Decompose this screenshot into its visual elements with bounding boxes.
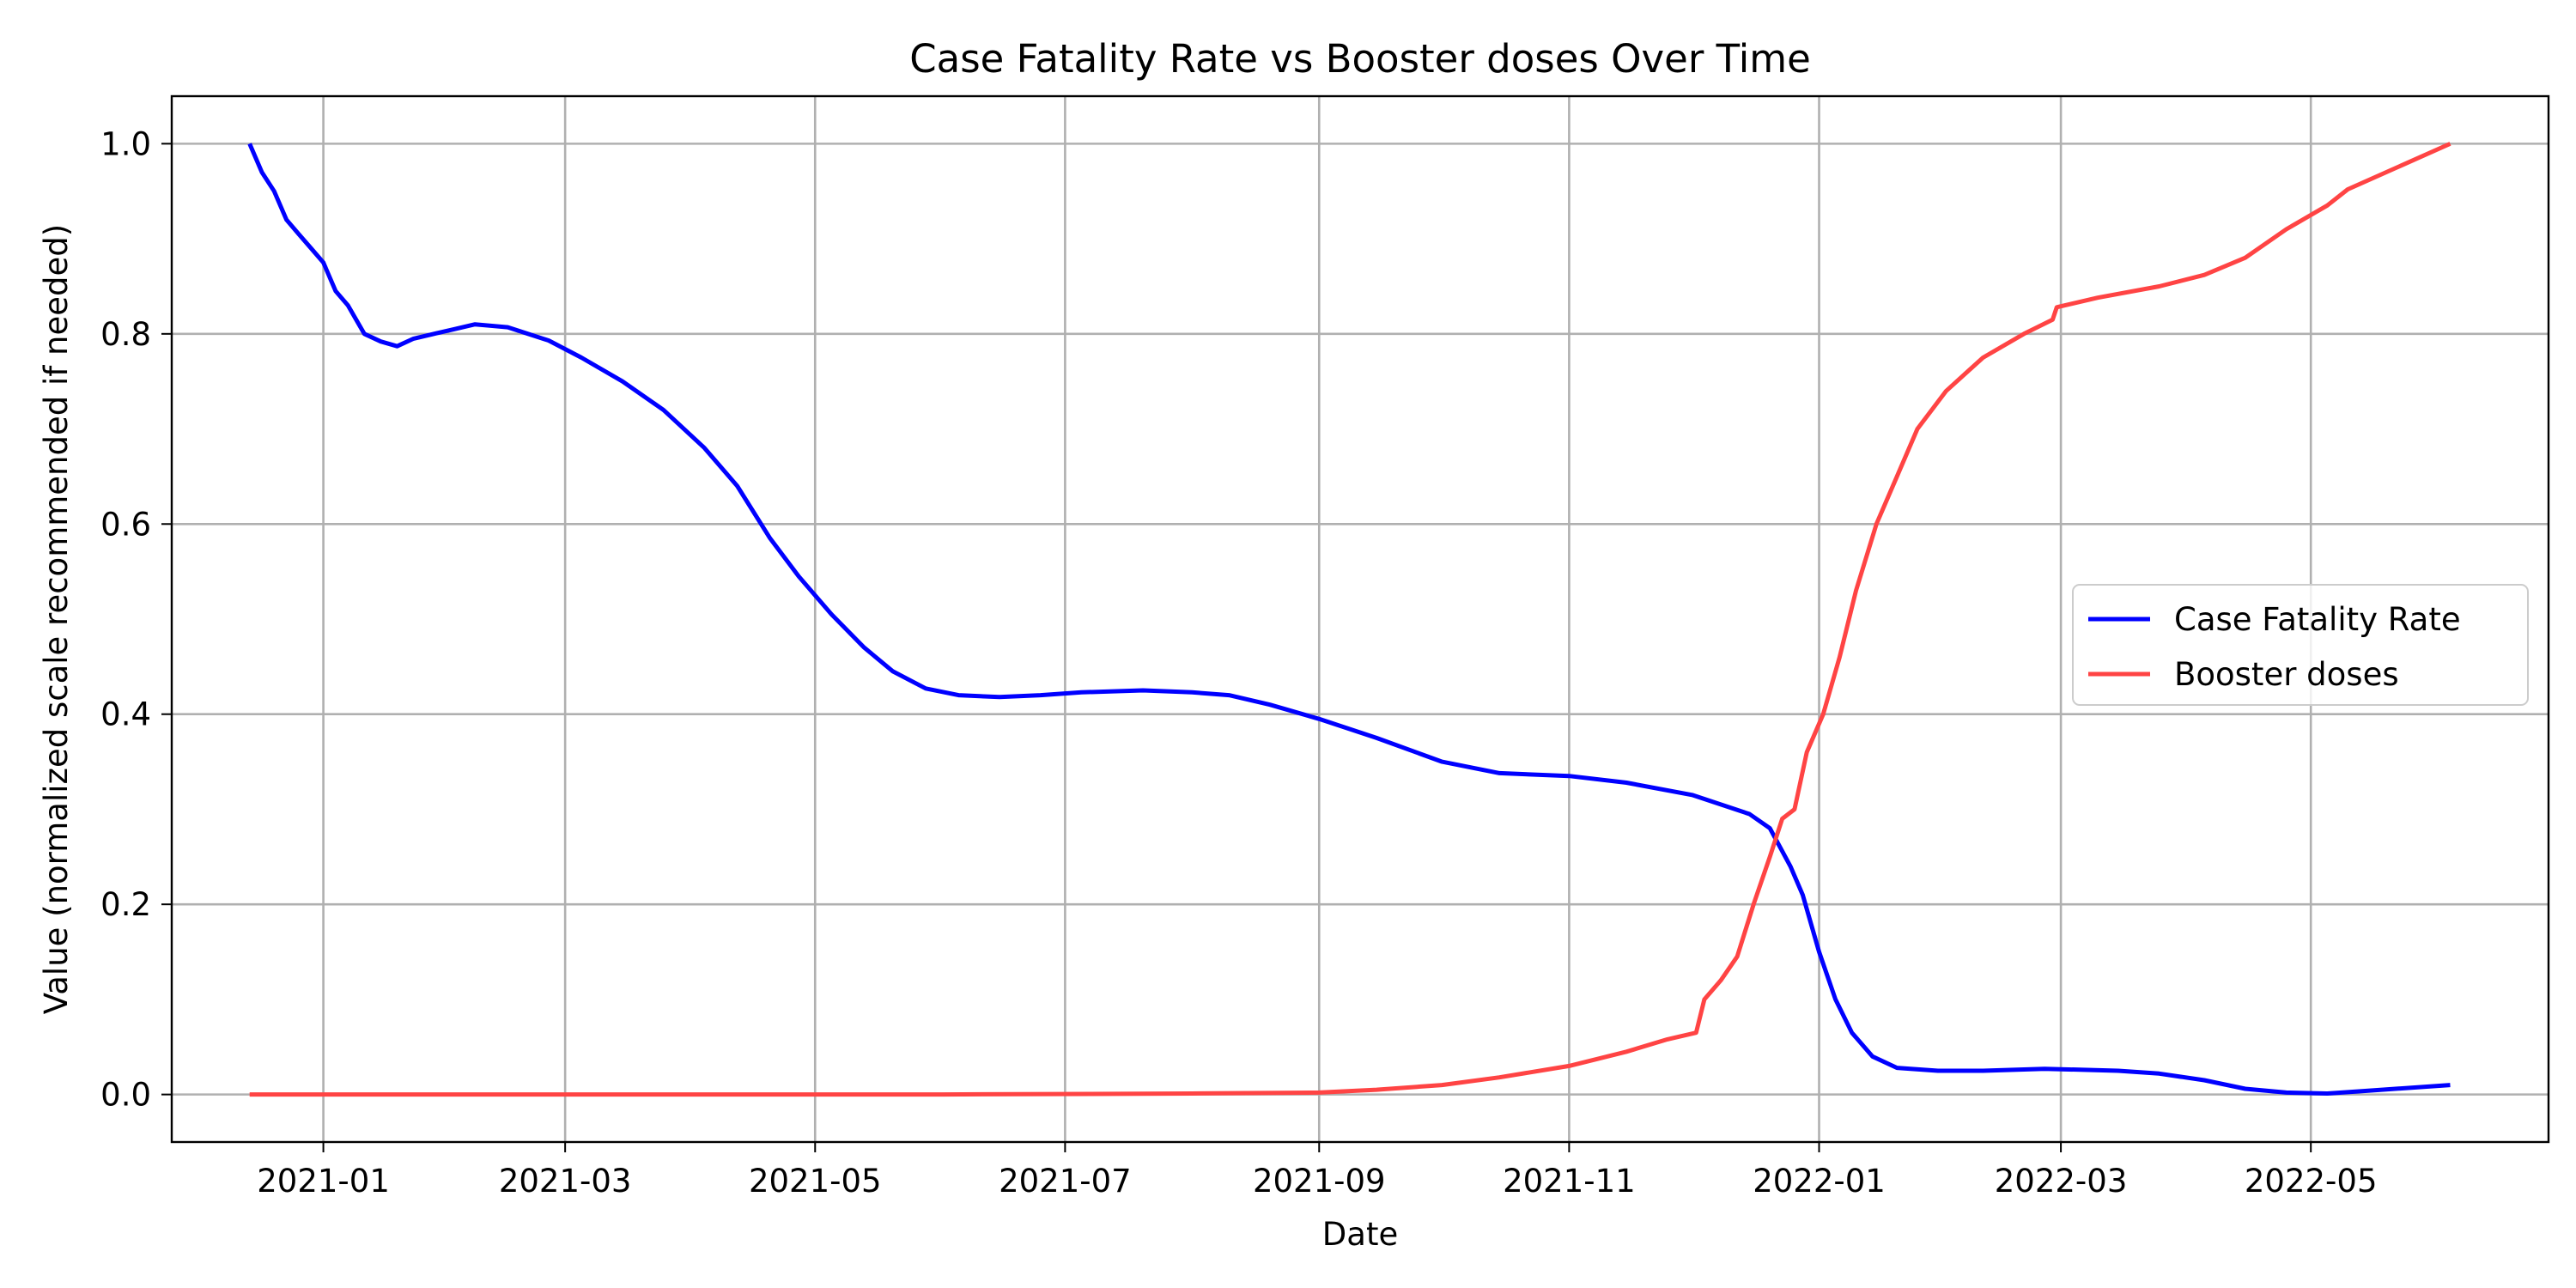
legend-label: Booster doses bbox=[2174, 656, 2399, 693]
x-tick-label: 2022-03 bbox=[1995, 1163, 2128, 1200]
x-tick-label: 2022-01 bbox=[1753, 1163, 1886, 1200]
series-line-0 bbox=[247, 143, 2451, 1096]
legend-label: Case Fatality Rate bbox=[2174, 601, 2461, 638]
series-layer bbox=[247, 142, 2451, 1097]
y-axis-label: Value (normalized scale recommended if n… bbox=[38, 224, 75, 1014]
x-tick-label: 2021-03 bbox=[499, 1163, 632, 1200]
y-tick-label: 0.6 bbox=[100, 506, 151, 543]
chart-title: Case Fatality Rate vs Booster doses Over… bbox=[909, 36, 1811, 82]
x-tick-label: 2022-05 bbox=[2245, 1163, 2378, 1200]
y-tick-label: 0.8 bbox=[100, 316, 151, 353]
y-tick-label: 0.4 bbox=[100, 696, 151, 733]
y-tick-label: 0.2 bbox=[100, 886, 151, 923]
legend: Case Fatality Rate Booster doses bbox=[2072, 584, 2529, 706]
x-tick-label: 2021-01 bbox=[257, 1163, 390, 1200]
x-tick-label: 2021-11 bbox=[1503, 1163, 1636, 1200]
series-line-1 bbox=[249, 142, 2451, 1097]
y-tick-label: 1.0 bbox=[100, 125, 151, 162]
x-tick-label: 2021-07 bbox=[999, 1163, 1132, 1200]
plot-frame bbox=[170, 94, 2550, 1144]
x-tick-label: 2021-05 bbox=[749, 1163, 882, 1200]
ticks-layer: 2021-01 2021-03 2021-05 2021-07 2021-09 2021-… bbox=[100, 125, 2377, 1200]
legend-box bbox=[2072, 584, 2529, 706]
y-tick-label: 0.0 bbox=[100, 1077, 151, 1114]
x-axis-label: Date bbox=[1322, 1216, 1398, 1253]
grid-layer bbox=[172, 96, 2549, 1142]
x-tick-label: 2021-09 bbox=[1253, 1163, 1386, 1200]
